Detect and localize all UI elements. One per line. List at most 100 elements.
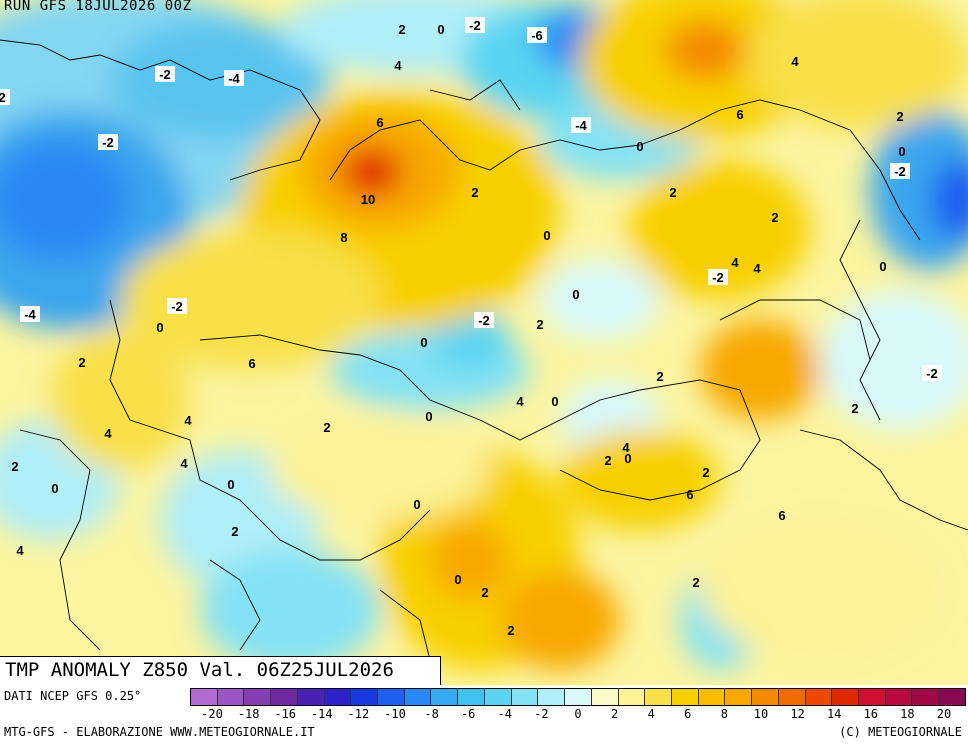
map-value-label: 4 — [622, 440, 630, 455]
map-value-label: 2 — [481, 585, 488, 600]
run-label: RUN GFS 18JUL2026 00Z — [4, 0, 192, 14]
scale-tick-label: 12 — [790, 707, 805, 721]
scale-swatch — [458, 689, 485, 705]
map-value-label: -2 — [171, 299, 183, 314]
map-value-label: 0 — [543, 228, 550, 243]
map-label-bg — [708, 269, 728, 285]
map-value-labels: 20-2-64-2-4-26-4-20620-24210280-220-40-2… — [0, 17, 942, 638]
map-value-label: 4 — [731, 255, 739, 270]
map-value-label: -2 — [102, 135, 114, 150]
map-value-label: -2 — [0, 90, 6, 105]
map-value-label: 0 — [551, 394, 558, 409]
map-value-label: 0 — [879, 259, 886, 274]
scale-tick-label: 4 — [647, 707, 655, 721]
color-scale-ticks: -20 -18 -16 -14 -12 -10 -8 -6 -4 -2 0 2 4 6 8 10 12 14 16 1… — [190, 707, 966, 723]
color-scale — [190, 688, 966, 706]
map-label-bg — [527, 27, 547, 43]
map-value-label: 4 — [16, 543, 24, 558]
scale-tick-label: 8 — [720, 707, 729, 721]
scale-swatch — [618, 689, 646, 705]
scale-tick-label: -12 — [347, 707, 370, 721]
map-label-bg — [0, 89, 10, 105]
map-value-label: 0 — [898, 144, 905, 159]
temperature-anomaly-map: 20-2-64-2-4-26-4-20620-24210280-220-40-2… — [0, 0, 968, 685]
map-value-label: 0 — [413, 497, 420, 512]
credit-text: MTG-GFS - ELABORAZIONE WWW.METEOGIORNALE… — [4, 725, 315, 739]
scale-swatch — [805, 689, 833, 705]
footer: DATI NCEP GFS 0.25° -20 -18 -16 -14 -12 -10 -8… — [0, 685, 968, 745]
scale-swatch — [698, 689, 726, 705]
map-value-label: -6 — [531, 28, 543, 43]
scale-tick-label: 18 — [900, 707, 915, 721]
scale-tick-label: 6 — [684, 707, 692, 721]
map-label-bg — [155, 66, 175, 82]
map-value-label: -4 — [228, 71, 240, 86]
scale-tick-label: 10 — [753, 707, 769, 721]
map-value-label: -4 — [575, 118, 587, 133]
map-value-label: 0 — [425, 409, 432, 424]
coastlines-borders — [0, 39, 968, 661]
map-value-label: 2 — [11, 459, 18, 474]
map-value-label: 0 — [624, 451, 631, 466]
map-value-label: 2 — [692, 575, 699, 590]
map-value-label: 2 — [656, 369, 663, 384]
scale-swatch — [645, 689, 672, 705]
scale-tick-label: 20 — [936, 707, 952, 721]
map-value-label: 4 — [394, 58, 402, 73]
map-value-label: 0 — [227, 477, 234, 492]
scale-swatch — [271, 689, 298, 705]
scale-swatch — [404, 689, 432, 705]
map-title-box: TMP ANOMALY Z850 Val. 06Z25JUL2026 — [0, 656, 441, 685]
map-canvas: 20-2-64-2-4-26-4-20620-24210280-220-40-2… — [0, 0, 968, 685]
map-value-label: 0 — [420, 335, 427, 350]
scale-swatch — [832, 689, 859, 705]
scale-swatch — [752, 689, 779, 705]
map-value-label: 2 — [896, 109, 903, 124]
scale-swatch — [324, 689, 352, 705]
map-value-label: 2 — [536, 317, 543, 332]
scale-tick-label: -6 — [460, 707, 476, 721]
map-value-label: 2 — [471, 185, 478, 200]
scale-swatch — [511, 689, 539, 705]
scale-swatch — [378, 689, 405, 705]
map-value-label: -2 — [469, 18, 481, 33]
scale-swatch — [778, 689, 806, 705]
map-value-label: 2 — [604, 453, 611, 468]
map-value-label: 2 — [771, 210, 778, 225]
map-value-label: -2 — [894, 164, 906, 179]
map-value-label: 10 — [361, 192, 375, 207]
scale-swatch — [671, 689, 699, 705]
map-value-label: 2 — [78, 355, 85, 370]
map-value-label: 2 — [669, 185, 676, 200]
scale-tick-label: -16 — [274, 707, 297, 721]
map-label-bg — [167, 298, 187, 314]
map-value-label: 6 — [778, 508, 785, 523]
scale-tick-label: -10 — [384, 707, 406, 721]
map-value-label: 6 — [248, 356, 255, 371]
map-value-label: 2 — [231, 524, 238, 539]
map-value-label: 0 — [454, 572, 461, 587]
map-value-label: 6 — [736, 107, 743, 122]
scale-swatch — [431, 689, 459, 705]
map-label-bg — [571, 117, 591, 133]
scale-swatch — [297, 689, 325, 705]
map-value-label: 0 — [572, 287, 579, 302]
scale-tick-label: -4 — [497, 707, 513, 721]
map-value-label: 4 — [516, 394, 524, 409]
scale-swatch — [939, 689, 965, 705]
scale-tick-label: -18 — [237, 707, 260, 721]
data-source: DATI NCEP GFS 0.25° — [4, 689, 142, 703]
scale-tick-label: -14 — [310, 707, 333, 721]
map-value-label: 4 — [184, 413, 192, 428]
map-value-label: 2 — [702, 465, 709, 480]
map-value-label: -2 — [159, 67, 171, 82]
scale-swatch — [912, 689, 940, 705]
map-label-bg — [224, 70, 244, 86]
scale-swatch — [565, 689, 592, 705]
map-value-label: 2 — [398, 22, 405, 37]
map-value-label: 0 — [437, 22, 444, 37]
map-value-label: 6 — [686, 487, 693, 502]
map-value-label: 8 — [340, 230, 347, 245]
scale-tick-label: -20 — [201, 707, 223, 721]
scale-tick-label: 14 — [826, 707, 842, 721]
